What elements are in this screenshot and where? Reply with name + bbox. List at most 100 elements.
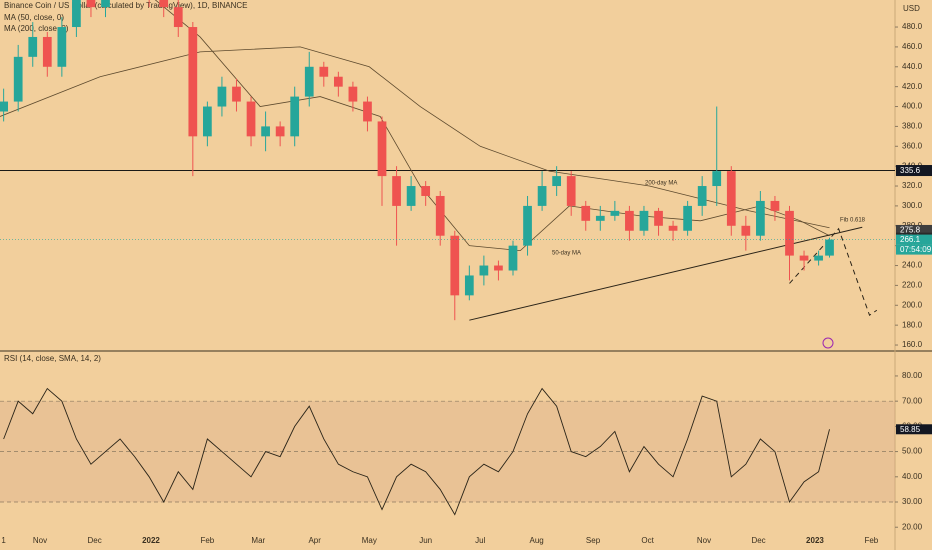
x-tick-label: Aug xyxy=(530,536,544,545)
x-tick-label: Sep xyxy=(586,536,601,545)
candle-body xyxy=(290,96,300,137)
candle-body xyxy=(406,186,416,206)
y-tick-label: 20.00 xyxy=(902,522,923,531)
candle-body xyxy=(814,255,823,261)
y-tick-label: 160.0 xyxy=(902,340,923,349)
candle-body xyxy=(319,66,329,77)
annotation: 200-day MA xyxy=(645,181,677,187)
candle-body xyxy=(508,245,518,271)
x-tick-label: 1 xyxy=(1,536,6,545)
candle-body xyxy=(825,239,834,256)
candle-body xyxy=(363,101,372,122)
candle-body xyxy=(697,186,707,206)
y-tick-label: 320.0 xyxy=(902,181,923,190)
candle-body xyxy=(333,76,343,87)
candle-body xyxy=(595,215,605,221)
candle-body xyxy=(217,86,227,107)
candle-body xyxy=(57,27,67,67)
y-tick-label: 420.0 xyxy=(902,82,923,91)
annotation: Fib 0.618 xyxy=(840,218,866,224)
candle-body xyxy=(479,265,489,276)
candle-body xyxy=(450,235,460,296)
moving-average xyxy=(154,0,830,252)
candle-body xyxy=(159,0,169,8)
candle-body xyxy=(86,0,96,8)
moving-average xyxy=(0,46,830,229)
projection xyxy=(789,227,878,316)
rsi-value: 58.85 xyxy=(900,425,921,434)
y-tick-label: 50.00 xyxy=(902,447,923,456)
x-tick-label: Jun xyxy=(419,536,432,545)
candle-body xyxy=(203,106,212,137)
candle-body xyxy=(785,210,794,256)
candle-body xyxy=(232,86,241,102)
x-tick-label: Nov xyxy=(33,536,47,545)
symbol-title: Binance Coin / US Dollar (calculated by … xyxy=(4,1,248,10)
y-tick-label: 300.0 xyxy=(902,201,923,210)
y-tick-label: 240.0 xyxy=(902,261,923,270)
x-tick-label: Jul xyxy=(475,536,485,545)
price-label-box xyxy=(896,234,932,245)
level-label-box xyxy=(896,165,932,177)
y-tick-label: 30.00 xyxy=(902,497,923,506)
candle-body xyxy=(566,176,576,206)
candle-body xyxy=(625,210,634,231)
candle-body xyxy=(770,200,780,211)
x-tick-label: 2023 xyxy=(806,536,824,545)
x-tick-label: Apr xyxy=(308,536,321,545)
candle-body xyxy=(421,186,431,196)
trendline xyxy=(469,226,863,321)
x-tick-label: Mar xyxy=(251,536,265,545)
indicator-legend: MA (200, close, 0) xyxy=(4,24,69,33)
candle-body xyxy=(464,275,474,296)
candle-body xyxy=(28,36,38,57)
y-tick-label: 460.0 xyxy=(902,42,923,51)
x-tick-label: Dec xyxy=(87,536,101,545)
x-tick-label: Feb xyxy=(864,536,878,545)
candle-body xyxy=(726,171,736,226)
candle-body xyxy=(435,195,445,236)
x-tick-label: Nov xyxy=(697,536,711,545)
y-tick-label: 70.00 xyxy=(902,396,923,405)
candle-body xyxy=(304,66,314,97)
level-label: 335.6 xyxy=(900,166,921,175)
candle-body xyxy=(275,126,285,137)
candle-body xyxy=(261,126,270,137)
y-tick-label: 220.0 xyxy=(902,281,923,290)
candle-body xyxy=(348,86,358,102)
candle-body xyxy=(537,186,547,206)
candle-body xyxy=(654,210,663,226)
candle-body xyxy=(741,225,751,236)
y-tick-label: 360.0 xyxy=(902,141,923,150)
y-tick-label: 380.0 xyxy=(902,122,923,131)
candle-body xyxy=(188,27,198,137)
candle-body xyxy=(42,36,52,67)
candle-body xyxy=(0,101,9,112)
countdown: 07:54:09 xyxy=(900,245,932,254)
candle-body xyxy=(799,255,809,261)
y-tick-label: 180.0 xyxy=(902,320,923,329)
y-tick-label: 480.0 xyxy=(902,22,923,31)
candle-body xyxy=(494,265,503,271)
candle-body xyxy=(72,0,81,28)
x-tick-label: Oct xyxy=(641,536,654,545)
candle-body xyxy=(639,210,649,231)
candle-body xyxy=(756,200,765,236)
currency-label: USD xyxy=(903,4,920,13)
rsi-legend: RSI (14, close, SMA, 14, 2) xyxy=(4,354,101,363)
indicator-legend: MA (50, close, 0) xyxy=(4,13,64,22)
x-tick-label: 2022 xyxy=(142,536,160,545)
annotation: 50-day MA xyxy=(552,251,581,257)
candle-body xyxy=(13,56,23,102)
x-tick-label: May xyxy=(362,536,377,545)
candle-body xyxy=(683,205,692,231)
x-tick-label: Dec xyxy=(751,536,765,545)
price-label: 266.1 xyxy=(900,235,921,244)
rsi-line xyxy=(3,387,830,516)
event-icon[interactable] xyxy=(822,337,834,349)
candle-body xyxy=(668,225,678,231)
y-tick-label: 80.00 xyxy=(902,371,923,380)
candle-body xyxy=(101,0,110,8)
rsi-value-box xyxy=(896,424,932,435)
